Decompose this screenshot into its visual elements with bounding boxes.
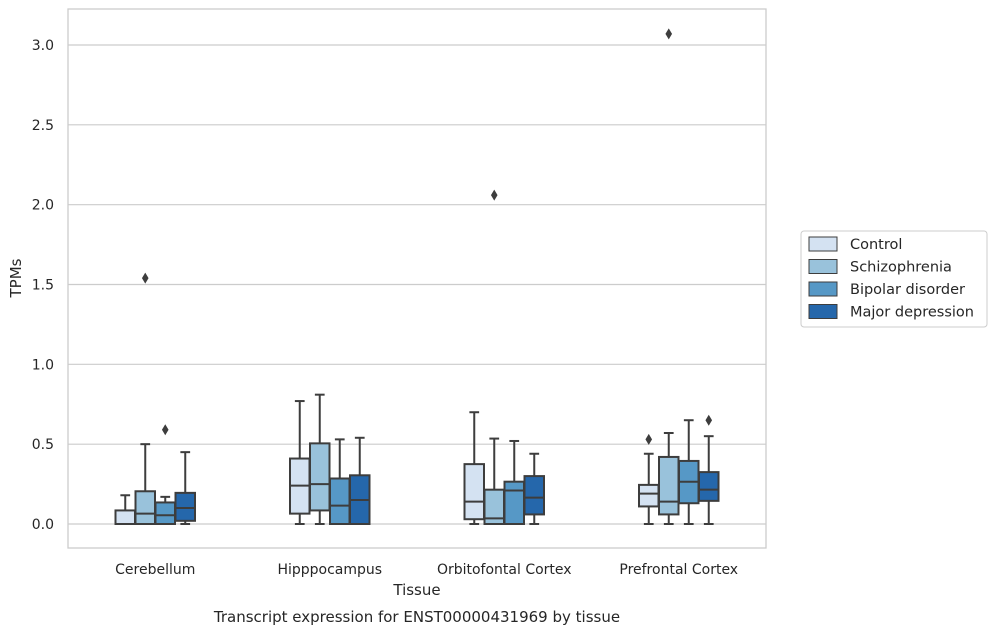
legend-swatch	[808, 281, 838, 297]
box-iqr	[503, 480, 525, 525]
plot-frame	[67, 8, 767, 549]
x-tick-label: Orbitofontal Cortex	[437, 562, 572, 578]
box-iqr	[329, 477, 351, 525]
figure-caption: Transcript expression for ENST0000043196…	[213, 608, 620, 626]
legend-swatch	[808, 304, 838, 319]
box-outlier	[645, 433, 653, 445]
y-tick-label: 1.0	[32, 357, 54, 373]
box-iqr	[154, 501, 176, 526]
box-iqr	[309, 442, 331, 512]
box-outlier	[665, 28, 673, 40]
legend-label: Schizophrenia	[850, 260, 952, 276]
box-outlier	[161, 424, 169, 436]
legend-label: Control	[850, 237, 902, 253]
legend-frame	[800, 230, 988, 328]
box-outlier	[490, 189, 498, 201]
y-tick-label: 2.0	[32, 198, 54, 214]
legend-label: Bipolar disorder	[850, 282, 965, 298]
box-series	[114, 28, 720, 526]
legend-swatch	[808, 259, 838, 274]
box-iqr	[698, 471, 720, 502]
y-tick-label: 0.0	[32, 517, 54, 533]
box-iqr	[114, 509, 136, 526]
y-axis-label: TPMs	[7, 258, 25, 298]
x-tick-label: Hipppocampus	[277, 562, 382, 578]
y-tick-labels: 0.0 0.5 1.0 1.5 2.0 2.5 3.0	[32, 38, 54, 533]
legend-swatch	[808, 236, 838, 252]
box-iqr	[463, 463, 485, 521]
x-axis-label: Tissue	[392, 581, 440, 599]
x-tick-label: Prefrontal Cortex	[619, 562, 738, 578]
y-tick-label: 3.0	[32, 38, 54, 54]
y-tick-label: 0.5	[32, 437, 54, 453]
box-iqr	[658, 455, 680, 516]
box-iqr	[134, 490, 156, 526]
box-iqr	[638, 483, 660, 508]
box-outlier	[141, 272, 149, 284]
x-tick-label: Cerebellum	[115, 562, 195, 578]
box-outlier	[705, 414, 713, 426]
y-tick-label: 2.5	[32, 118, 54, 134]
box-iqr	[523, 475, 545, 516]
legend-label: Major depression	[850, 305, 974, 321]
x-tick-labels: Cerebellum Hipppocampus Orbitofontal Corte…	[115, 562, 738, 578]
y-tick-label: 1.5	[32, 278, 54, 294]
box-iqr	[174, 491, 196, 522]
legend: Control Schizophrenia Bipolar disorder Majo…	[800, 230, 988, 328]
